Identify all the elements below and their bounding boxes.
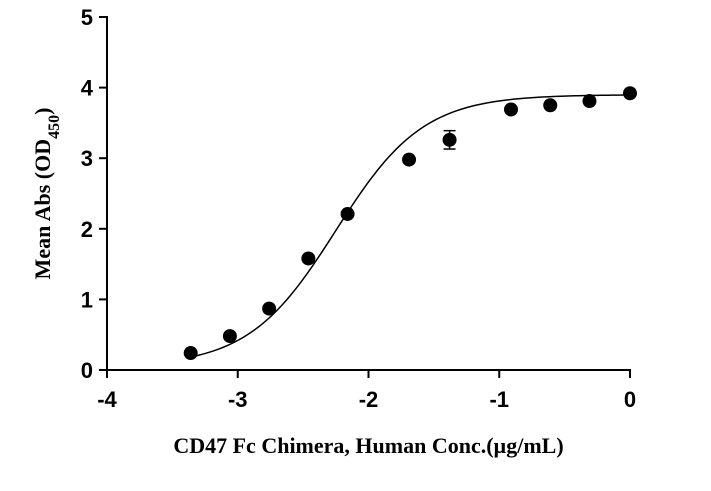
y-axis-title-subscript: 450 (46, 115, 63, 139)
x-tick-label: -4 (97, 387, 117, 412)
data-point (623, 86, 637, 101)
data-point (504, 102, 519, 117)
x-tick-label: 0 (624, 387, 636, 412)
x-axis-title: CD47 Fc Chimera, Human Conc.(µg/mL) (173, 433, 563, 458)
data-point (301, 251, 316, 266)
y-tick-label: 3 (81, 146, 93, 171)
ticks: 0 1 2 3 4 5 -4 -3 -2 -1 0 (81, 5, 636, 412)
y-tick-label: 5 (81, 5, 93, 30)
fit-curve (190, 94, 631, 358)
x-tick-label: -3 (228, 387, 248, 412)
y-tick-label: 1 (81, 287, 93, 312)
data-point (442, 132, 457, 147)
y-tick-label: 2 (81, 217, 93, 242)
data-point (262, 301, 277, 316)
y-axis-title-main: Mean Abs (OD (30, 139, 55, 280)
y-axis-title-close: ) (30, 108, 55, 115)
data-point (402, 152, 417, 167)
data-point (340, 206, 355, 221)
axes (106, 16, 631, 371)
data-point (543, 98, 558, 113)
x-tick-label: -1 (489, 387, 509, 412)
data-point (582, 94, 597, 109)
y-axis-title: Mean Abs (OD450) (30, 108, 63, 280)
data-point (183, 346, 198, 361)
y-tick-label: 0 (81, 358, 93, 383)
y-tick-label: 4 (81, 76, 94, 101)
plot-area (183, 86, 637, 361)
data-point (222, 329, 237, 344)
x-tick-label: -2 (359, 387, 379, 412)
